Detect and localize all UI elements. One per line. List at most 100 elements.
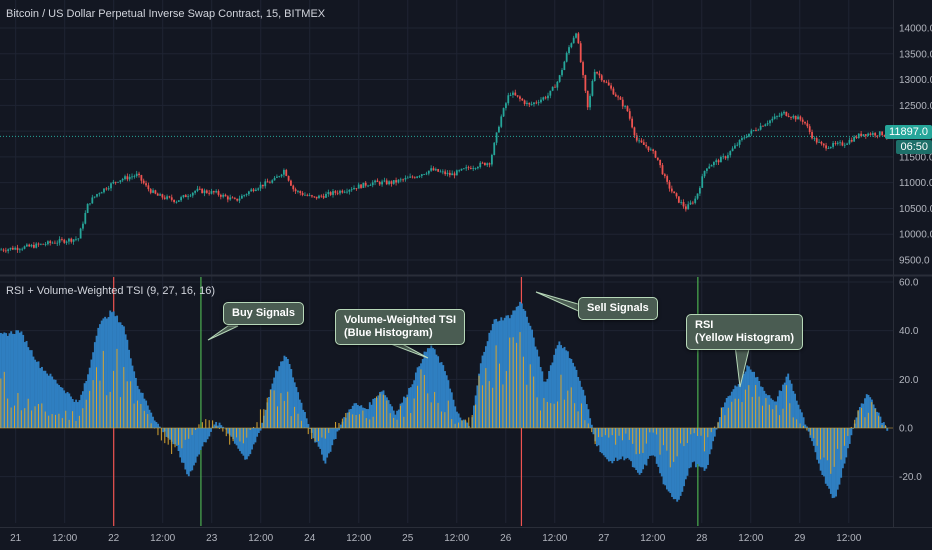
rsi-bar bbox=[604, 428, 606, 436]
tsi-bar bbox=[531, 329, 533, 428]
rsi-bar bbox=[51, 414, 53, 428]
candle-body bbox=[498, 126, 500, 133]
tsi-bar bbox=[290, 369, 293, 428]
candle-body bbox=[717, 160, 720, 163]
candle-body bbox=[519, 96, 521, 99]
rsi-bar bbox=[697, 428, 699, 436]
rsi-bar bbox=[731, 401, 733, 428]
rsi-bar bbox=[61, 418, 63, 428]
tsi-bar bbox=[52, 379, 55, 428]
rsi-bar bbox=[256, 422, 258, 428]
candle-body bbox=[808, 126, 811, 132]
candle-body bbox=[591, 80, 594, 96]
tsi-bar bbox=[343, 417, 346, 428]
candle-body bbox=[652, 149, 655, 152]
candle-body bbox=[236, 198, 239, 201]
candle-body bbox=[458, 170, 461, 172]
rsi-bar bbox=[355, 415, 357, 428]
tsi-bar bbox=[587, 409, 590, 428]
rsi-bar bbox=[253, 426, 255, 428]
tsi-bar bbox=[777, 396, 779, 428]
tsi-bar bbox=[457, 413, 460, 428]
candle-body bbox=[25, 244, 28, 247]
tsi-bar bbox=[240, 428, 243, 454]
candle-body bbox=[748, 133, 750, 137]
tsi-bar bbox=[689, 428, 692, 468]
candle-body bbox=[166, 196, 168, 199]
candle-body bbox=[72, 239, 75, 242]
tsi-bar bbox=[278, 366, 281, 428]
tsi-bar bbox=[380, 391, 383, 428]
tsi-bar bbox=[621, 428, 624, 457]
candle-body bbox=[201, 188, 204, 194]
candle-body bbox=[451, 173, 454, 176]
tsi-bar bbox=[886, 428, 889, 431]
rsi-bar bbox=[294, 406, 296, 428]
candle-body bbox=[315, 196, 318, 199]
candle-body bbox=[378, 181, 381, 185]
candle-body bbox=[47, 241, 49, 245]
tsi-bar bbox=[292, 377, 294, 428]
last-price-badge: 11897.0 bbox=[885, 125, 932, 139]
rsi-bar bbox=[427, 393, 429, 428]
candle-body bbox=[299, 191, 302, 194]
tsi-bar bbox=[864, 398, 866, 428]
rsi-bar bbox=[690, 428, 692, 435]
candle-body bbox=[61, 239, 63, 240]
candle-body bbox=[829, 146, 832, 149]
tsi-bar bbox=[63, 390, 66, 428]
candle-body bbox=[117, 181, 119, 183]
tsi-bar bbox=[104, 316, 107, 428]
candle-body bbox=[287, 175, 290, 181]
candle-body bbox=[874, 133, 877, 136]
tsi-bar bbox=[595, 428, 598, 447]
tsi-bar bbox=[828, 428, 831, 489]
tsi-bar bbox=[264, 409, 267, 428]
tsi-bar bbox=[437, 356, 440, 428]
rsi-bar bbox=[516, 342, 518, 428]
tsi-bar bbox=[150, 412, 153, 428]
candle-body bbox=[128, 176, 131, 180]
candle-body bbox=[390, 181, 393, 184]
tsi-bar bbox=[208, 428, 211, 437]
rsi-bar bbox=[300, 420, 302, 428]
tsi-bar bbox=[537, 356, 540, 428]
tsi-bar bbox=[695, 428, 697, 468]
candle-body bbox=[533, 102, 535, 105]
tsi-bar bbox=[607, 428, 610, 462]
candle-body bbox=[163, 197, 166, 199]
rsi-bar bbox=[481, 385, 483, 428]
buy-signals-callout: Buy Signals bbox=[223, 302, 304, 325]
rsi-bar bbox=[738, 398, 740, 428]
candle-body bbox=[729, 151, 732, 156]
tsi-bar bbox=[338, 428, 341, 431]
candle-body bbox=[547, 95, 549, 99]
candle-body bbox=[210, 191, 213, 194]
candle-body bbox=[780, 113, 783, 116]
rsi-bar bbox=[823, 428, 825, 458]
rsi-bar bbox=[563, 399, 565, 428]
candle-body bbox=[427, 170, 430, 174]
candle-body bbox=[44, 244, 47, 245]
candle-body bbox=[332, 191, 334, 195]
candle-body bbox=[778, 115, 781, 117]
rsi-bar bbox=[191, 428, 193, 435]
tsi-bar bbox=[787, 373, 790, 428]
rsi-bar bbox=[645, 428, 647, 444]
candle-body bbox=[374, 180, 376, 183]
rsi-bar bbox=[198, 424, 200, 428]
rsi-bar bbox=[686, 428, 688, 444]
rsi-bar bbox=[444, 412, 446, 428]
tsi-bar bbox=[237, 428, 240, 449]
tsi-bar bbox=[13, 334, 16, 428]
rsi-bar bbox=[72, 411, 74, 428]
candle-body bbox=[691, 202, 694, 204]
tsi-bar bbox=[652, 428, 655, 456]
candle-body bbox=[465, 167, 468, 169]
rsi-bar bbox=[106, 395, 108, 428]
rsi-bar bbox=[20, 410, 22, 428]
candle-body bbox=[93, 196, 96, 198]
time-tick-label: 12:00 bbox=[150, 533, 175, 544]
tsi-bar bbox=[729, 395, 732, 428]
